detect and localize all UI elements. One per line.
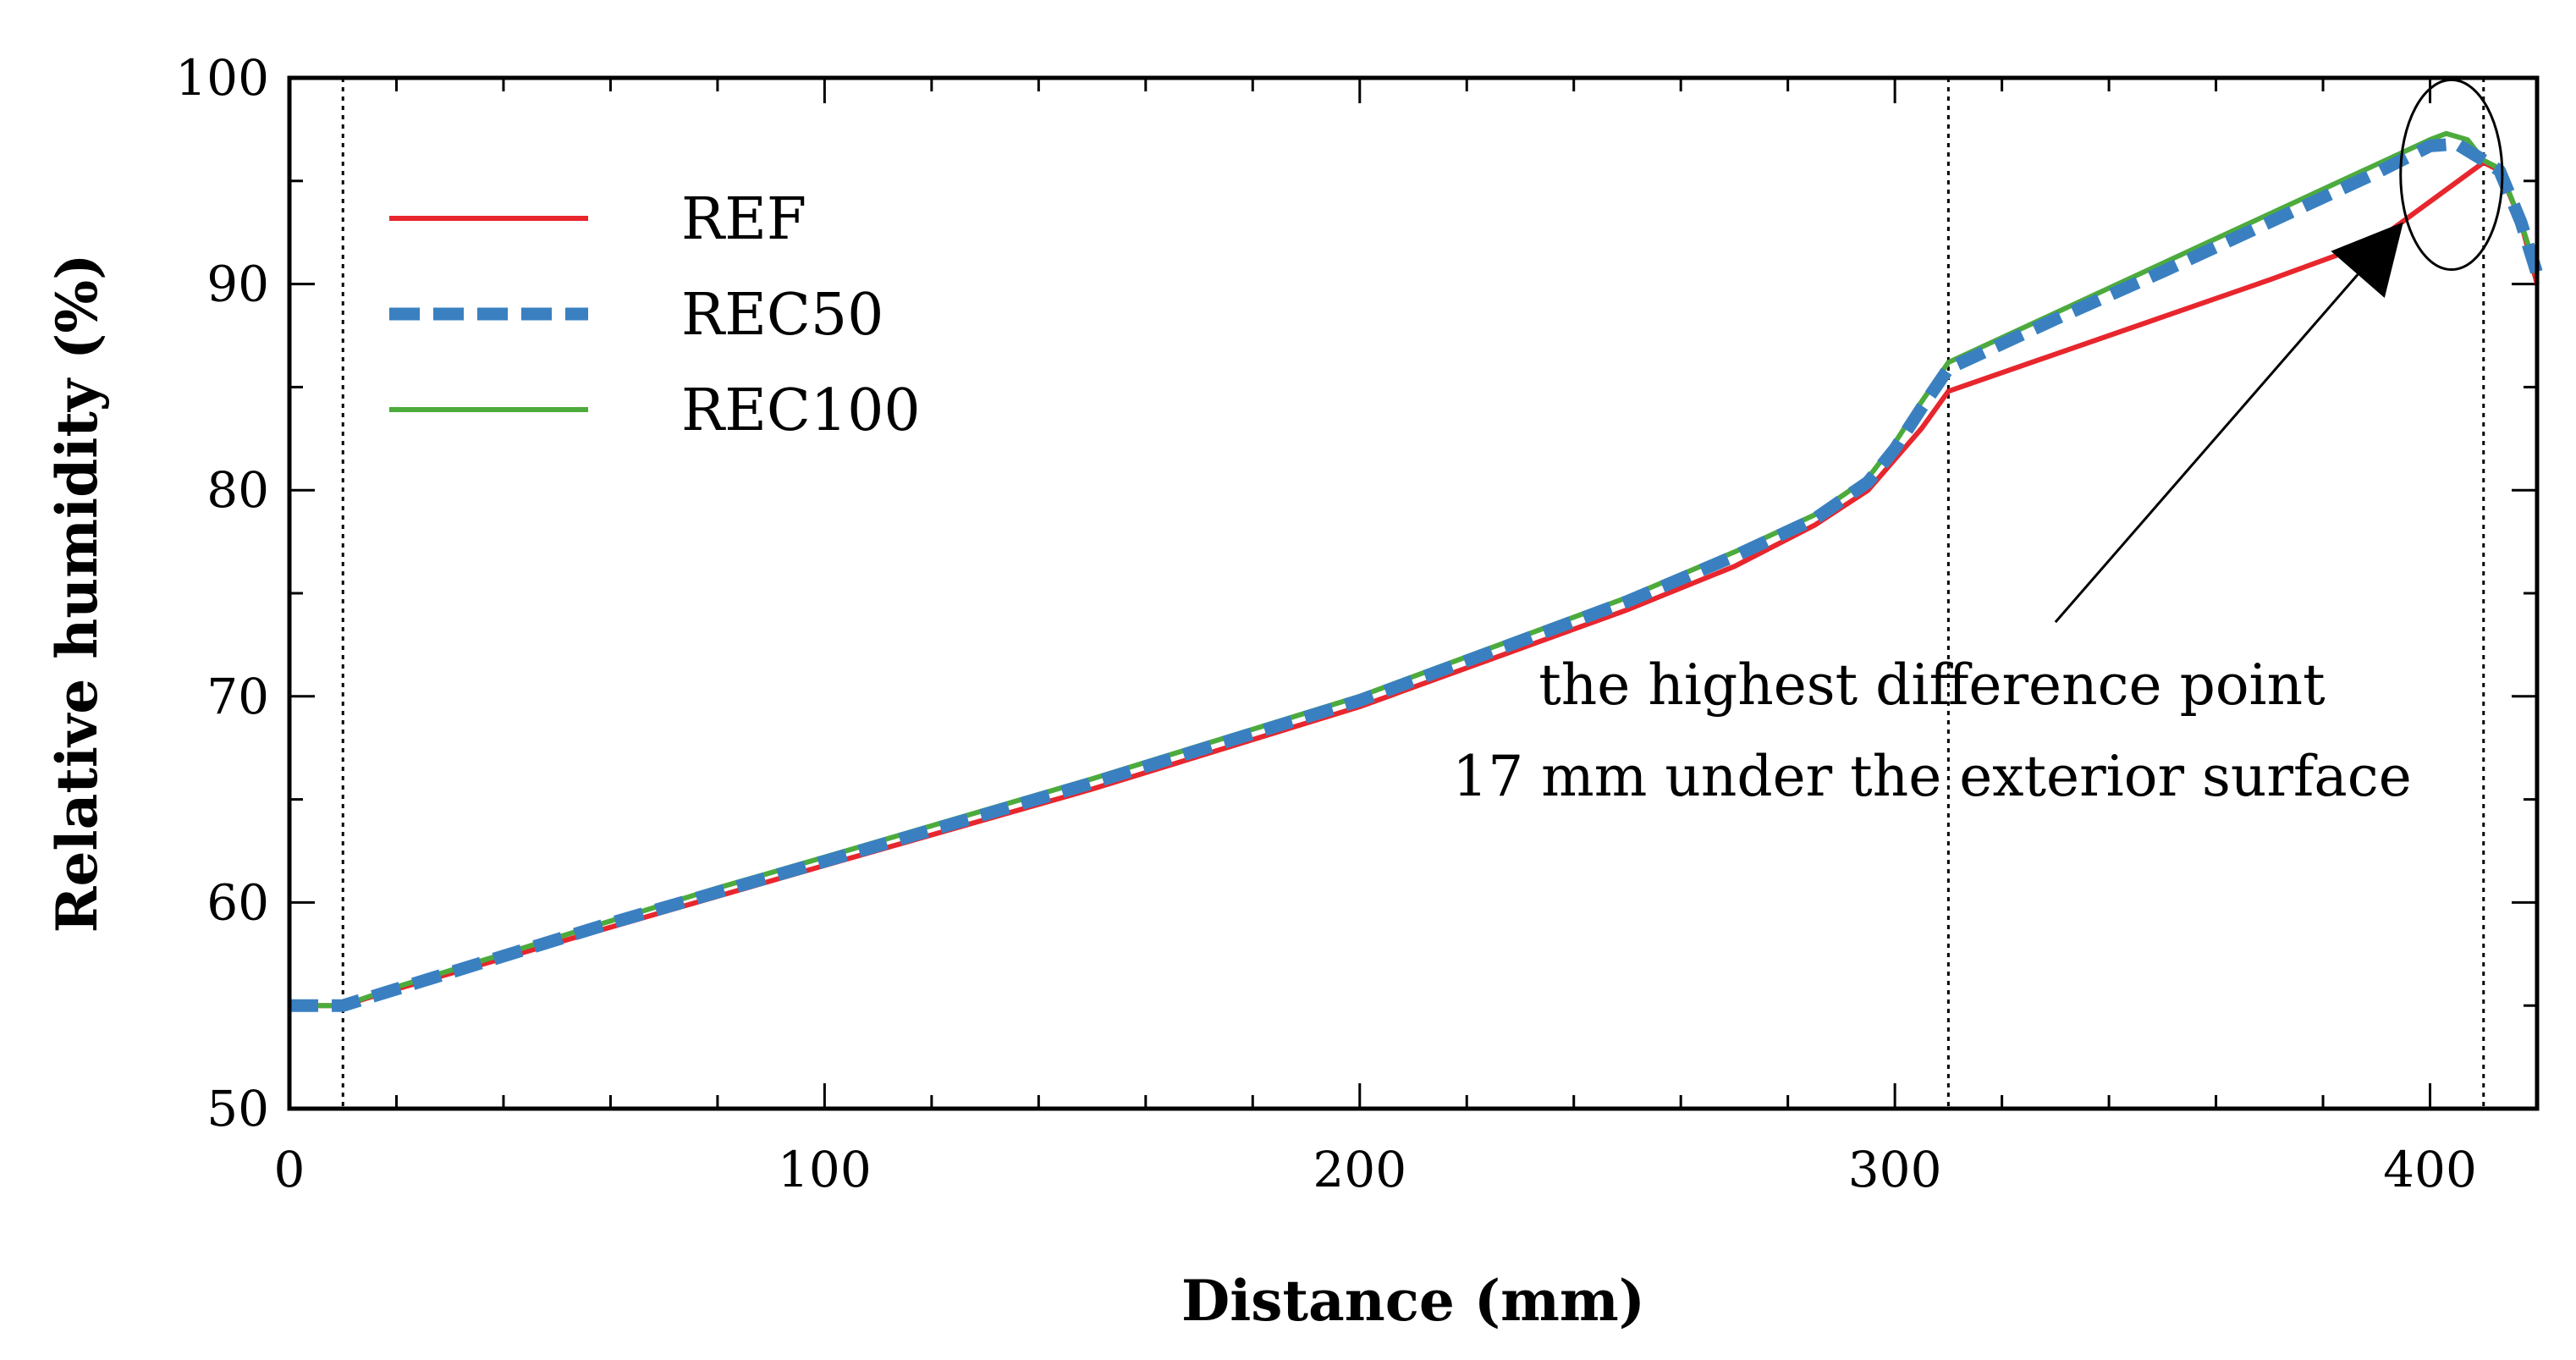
y-tick-label: 100 — [175, 49, 269, 107]
tick-labels: 0 100 200 300 400 50 60 70 80 90 100 — [175, 49, 2477, 1198]
x-tick-label: 400 — [2383, 1141, 2477, 1198]
legend-label-rec100: REC100 — [681, 377, 921, 444]
x-tick-label: 100 — [778, 1141, 872, 1198]
y-tick-label: 90 — [206, 256, 269, 313]
y-tick-label: 60 — [206, 873, 269, 931]
x-tick-label: 200 — [1313, 1141, 1406, 1198]
annotation-text-line2: 17 mm under the exterior surface — [1452, 744, 2412, 809]
x-axis-title: Distance (mm) — [1181, 1268, 1645, 1334]
x-tick-label: 300 — [1848, 1141, 1942, 1198]
y-tick-label: 80 — [206, 461, 269, 519]
axis-ticks — [288, 76, 2539, 1110]
legend-label-ref: REF — [681, 186, 806, 253]
annotation-arrow-shaft — [2054, 273, 2359, 624]
x-tick-label: 0 — [274, 1141, 305, 1198]
legend-label-rec50: REC50 — [681, 282, 883, 349]
y-tick-label: 70 — [206, 668, 269, 725]
annotation: the highest difference point 17 mm under … — [1452, 78, 2504, 809]
annotation-text-line1: the highest difference point — [1538, 652, 2325, 718]
y-tick-label: 50 — [206, 1080, 269, 1137]
annotation-arrow-head — [2331, 222, 2403, 298]
series-line-rec50 — [289, 137, 2544, 1012]
y-axis-title: Relative humidity (%) — [44, 254, 110, 933]
highlight-circle — [2399, 78, 2504, 272]
legend: REF REC50 REC100 — [389, 186, 921, 444]
plot-frame — [287, 75, 2540, 1111]
